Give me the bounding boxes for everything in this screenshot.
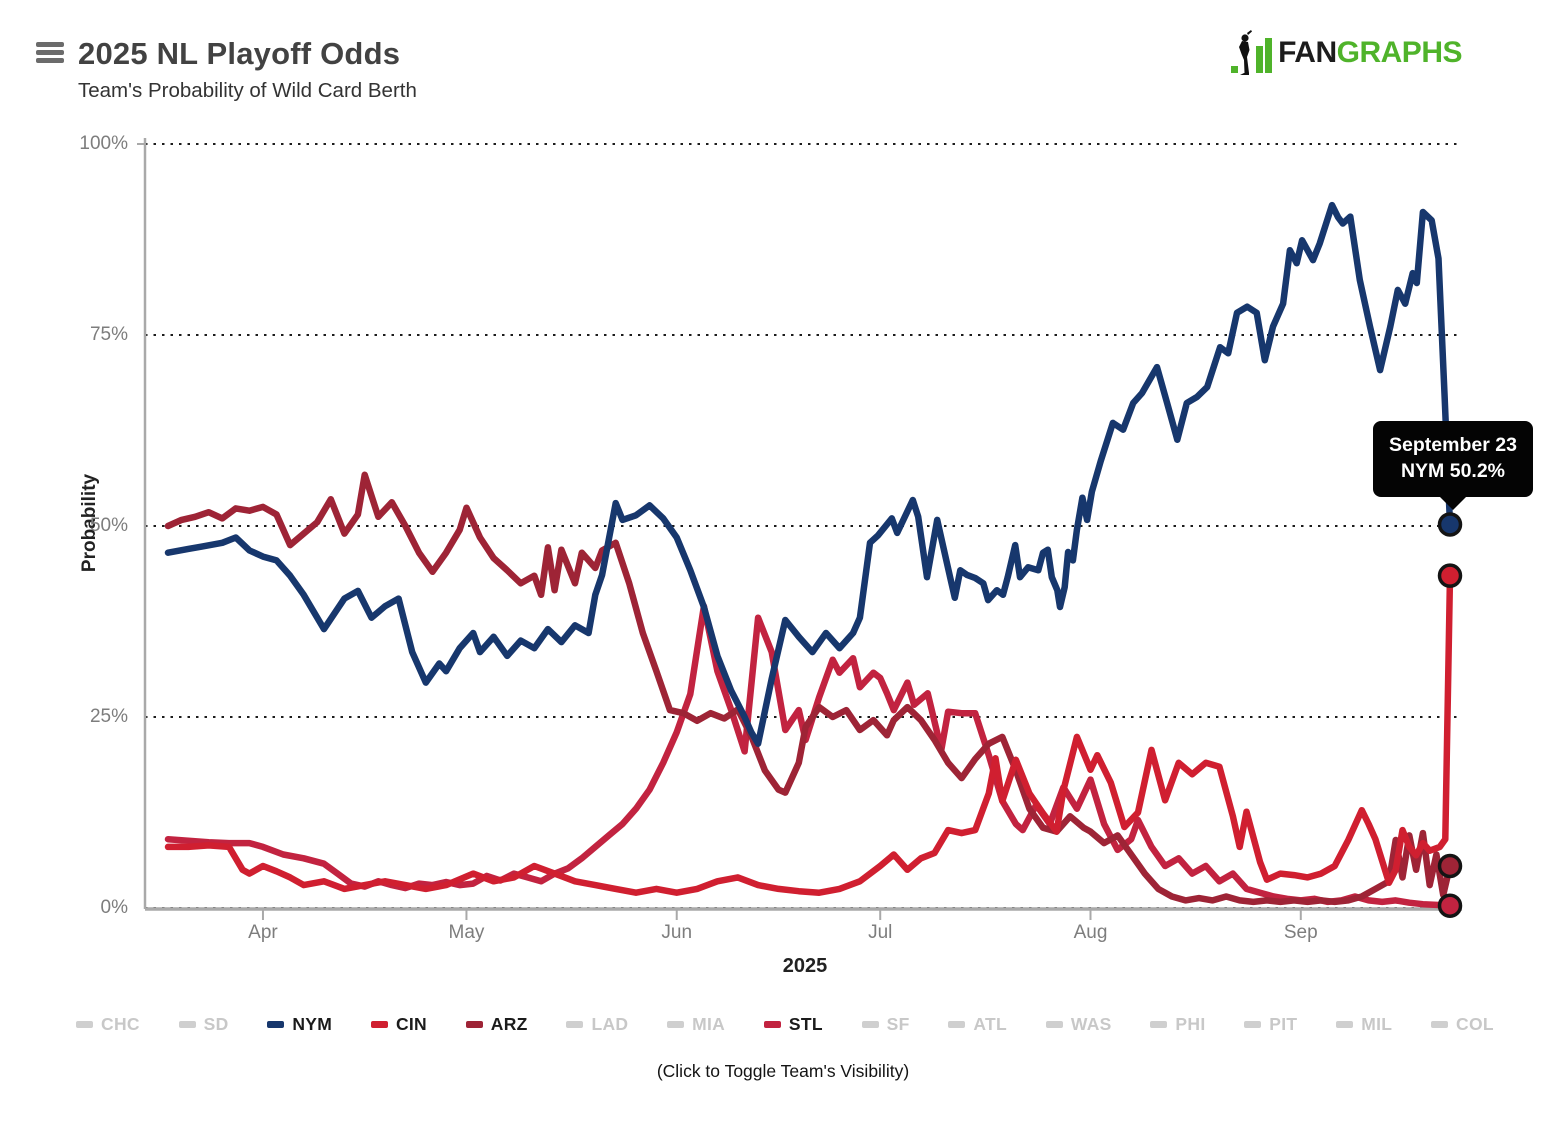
menu-icon[interactable] xyxy=(36,42,64,63)
logo-text-fan: FAN xyxy=(1278,36,1337,69)
legend-label-CIN: CIN xyxy=(395,1014,427,1034)
legend-item-SD[interactable]: SD xyxy=(178,1014,229,1035)
menu-icon-bar xyxy=(36,42,64,47)
legend-label-STL: STL xyxy=(788,1014,823,1034)
legend-item-WAS[interactable]: WAS xyxy=(1045,1014,1112,1035)
x-tick-label-Jun: Jun xyxy=(661,922,693,943)
legend-label-PIT: PIT xyxy=(1269,1014,1298,1034)
tooltip-date: September 23 xyxy=(1389,434,1517,456)
page-title: 2025 NL Playoff Odds xyxy=(78,36,401,71)
y-tick-label-25%: 25% xyxy=(89,706,128,727)
legend-item-CHC[interactable]: CHC xyxy=(76,1014,140,1035)
x-axis-title: 2025 xyxy=(782,955,828,977)
legend-swatch-SD xyxy=(178,1021,196,1028)
legend-toggle-note: (Click to Toggle Team's Visibility) xyxy=(656,1061,910,1081)
x-tick-label-Apr: Apr xyxy=(248,922,278,943)
legend-item-SF[interactable]: SF xyxy=(861,1014,910,1035)
legend-item-LAD[interactable]: LAD xyxy=(566,1014,628,1035)
x-tick-label-Sep: Sep xyxy=(1283,922,1318,943)
series-line-NYM xyxy=(164,201,1454,747)
series-line-ARZ xyxy=(164,471,1454,906)
logo-text-graphs: GRAPHS xyxy=(1336,36,1463,69)
legend-swatch-MIL xyxy=(1336,1021,1354,1028)
legend-swatch-CHC xyxy=(76,1021,93,1028)
legend-label-CHC: CHC xyxy=(101,1014,140,1034)
legend-swatch-COL xyxy=(1431,1021,1449,1028)
legend-swatch-NYM xyxy=(267,1021,285,1028)
legend-label-ARZ: ARZ xyxy=(490,1014,528,1034)
y-tick-label-100%: 100% xyxy=(79,133,128,154)
x-tick-label-Jul: Jul xyxy=(868,922,893,943)
x-tick-label-May: May xyxy=(448,922,485,943)
y-tick-label-75%: 75% xyxy=(89,324,128,345)
y-tick-label-50%: 50% xyxy=(89,515,128,536)
legend-label-ATL: ATL xyxy=(973,1014,1008,1034)
y-tick-label-0%: 0% xyxy=(100,897,128,918)
menu-icon-bar xyxy=(36,50,64,55)
end-marker-ARZ xyxy=(1437,853,1463,879)
chart-tooltip: September 23 NYM 50.2% xyxy=(1373,421,1533,497)
legend-label-WAS: WAS xyxy=(1070,1014,1112,1034)
legend-label-LAD: LAD xyxy=(591,1014,629,1034)
legend-item-NYM[interactable]: NYM xyxy=(267,1014,332,1035)
end-marker-NYM xyxy=(1437,512,1463,537)
legend-swatch-ARZ xyxy=(465,1021,483,1028)
legend-label-NYM: NYM xyxy=(292,1014,333,1034)
legend-swatch-MIA xyxy=(667,1021,685,1028)
legend-item-MIL[interactable]: MIL xyxy=(1336,1014,1392,1035)
legend-label-MIL: MIL xyxy=(1361,1014,1393,1034)
page-subtitle: Team's Probability of Wild Card Berth xyxy=(78,79,417,102)
legend-item-PHI[interactable]: PHI xyxy=(1150,1014,1205,1035)
legend-swatch-ATL xyxy=(948,1021,966,1028)
menu-icon-bar xyxy=(36,58,64,63)
legend-label-SD: SD xyxy=(203,1014,229,1034)
fangraphs-batter-icon xyxy=(1231,30,1273,75)
fangraphs-logo[interactable]: FANGRAPHS xyxy=(1230,30,1463,76)
legend-swatch-PHI xyxy=(1150,1021,1168,1028)
legend-label-MIA: MIA xyxy=(692,1014,726,1034)
legend-swatch-CIN xyxy=(370,1021,388,1028)
tooltip-value: NYM 50.2% xyxy=(1400,460,1506,483)
series-line-CIN xyxy=(164,572,1454,896)
legend-label-COL: COL xyxy=(1456,1014,1494,1034)
fangraphs-wordmark: FANGRAPHS xyxy=(1278,38,1462,68)
legend-swatch-STL xyxy=(763,1021,781,1028)
legend-item-COL[interactable]: COL xyxy=(1431,1014,1494,1035)
legend-swatch-WAS xyxy=(1045,1021,1063,1028)
legend-label-SF: SF xyxy=(886,1014,910,1034)
end-marker-CIN xyxy=(1437,563,1463,588)
team-legend: CHC SD NYM CIN ARZ LAD MIA STL SF ATL WAS PHI PIT MIL… xyxy=(76,1014,1494,1035)
legend-label-PHI: PHI xyxy=(1175,1014,1206,1034)
legend-item-CIN[interactable]: CIN xyxy=(370,1014,427,1035)
legend-swatch-SF xyxy=(861,1021,879,1028)
x-tick-label-Aug: Aug xyxy=(1073,922,1108,943)
legend-item-MIA[interactable]: MIA xyxy=(667,1014,725,1035)
legend-item-PIT[interactable]: PIT xyxy=(1244,1014,1297,1035)
legend-item-ATL[interactable]: ATL xyxy=(948,1014,1007,1035)
legend-item-ARZ[interactable]: ARZ xyxy=(465,1014,528,1035)
legend-swatch-PIT xyxy=(1244,1021,1262,1028)
legend-item-STL[interactable]: STL xyxy=(763,1014,823,1035)
end-marker-STL xyxy=(1437,893,1463,918)
legend-swatch-LAD xyxy=(566,1021,584,1028)
